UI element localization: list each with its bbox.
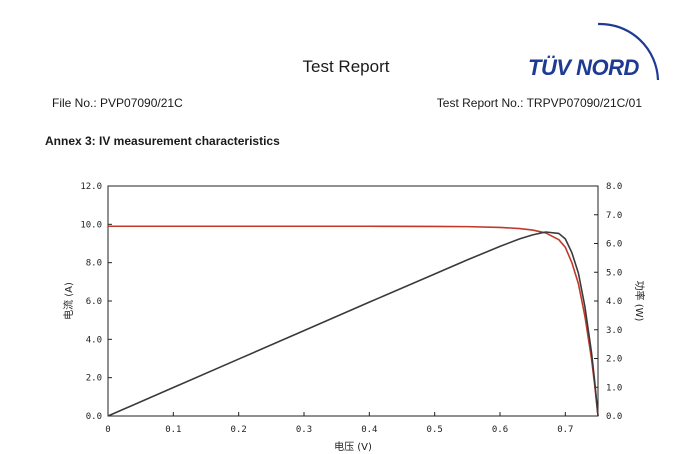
file-number: File No.: PVP07090/21C <box>52 96 183 110</box>
x-tick-label: 0.4 <box>361 425 377 435</box>
y2-tick-label: 1.0 <box>606 383 622 393</box>
annex-title: Annex 3: IV measurement characteristics <box>45 134 280 148</box>
iv-characteristics-chart: 0.0 2.0 4.0 6.0 8.0 10.0 12.0 0.0 1.0 2.0 3.0 4.0 5… <box>62 182 646 453</box>
x-tick-label: 0.1 <box>165 425 181 435</box>
x-axis-ticks: 0 0.1 0.2 0.3 0.4 0.5 0.6 0.7 <box>105 412 573 435</box>
x-tick-label: 0.7 <box>557 425 573 435</box>
y2-tick-label: 5.0 <box>606 268 622 278</box>
y-tick-label: 12.0 <box>80 182 102 192</box>
left-axis-ticks: 0.0 2.0 4.0 6.0 8.0 10.0 12.0 <box>80 182 112 422</box>
x-tick-label: 0.3 <box>296 425 312 435</box>
y-tick-label: 10.0 <box>80 220 102 230</box>
y-tick-label: 2.0 <box>86 374 102 384</box>
y2-tick-label: 7.0 <box>606 211 622 221</box>
y-tick-label: 6.0 <box>86 297 102 307</box>
y2-tick-label: 2.0 <box>606 355 622 365</box>
report-title: Test Report <box>302 57 390 76</box>
y2-tick-label: 3.0 <box>606 326 622 336</box>
tuv-nord-logo: TÜV NORD <box>528 22 660 81</box>
y2-axis-label: 功率 (W) <box>633 281 646 322</box>
y2-tick-label: 0.0 <box>606 412 622 422</box>
x-tick-label: 0.2 <box>231 425 247 435</box>
x-tick-label: 0 <box>105 425 110 435</box>
y-tick-label: 8.0 <box>86 259 102 269</box>
x-axis-label: 电压 (V) <box>334 440 372 453</box>
power-curve <box>107 231 599 417</box>
logo-arc <box>597 22 660 81</box>
y2-tick-label: 4.0 <box>606 297 622 307</box>
x-tick-label: 0.5 <box>427 425 443 435</box>
test-report-number: Test Report No.: TRPVP07090/21C/01 <box>436 96 642 110</box>
y-axis-label: 电流 (A) <box>62 282 75 320</box>
plot-frame <box>107 185 599 417</box>
right-axis-ticks: 0.0 1.0 2.0 3.0 4.0 5.0 6.0 7.0 8.0 <box>594 182 622 422</box>
y-tick-label: 4.0 <box>86 335 102 345</box>
y-tick-label: 0.0 <box>86 412 102 422</box>
y2-tick-label: 6.0 <box>606 240 622 250</box>
logo-text: TÜV NORD <box>528 55 640 80</box>
y2-tick-label: 8.0 <box>606 182 622 192</box>
current-curve <box>108 225 599 417</box>
series-group <box>107 225 599 417</box>
x-tick-label: 0.6 <box>492 425 508 435</box>
